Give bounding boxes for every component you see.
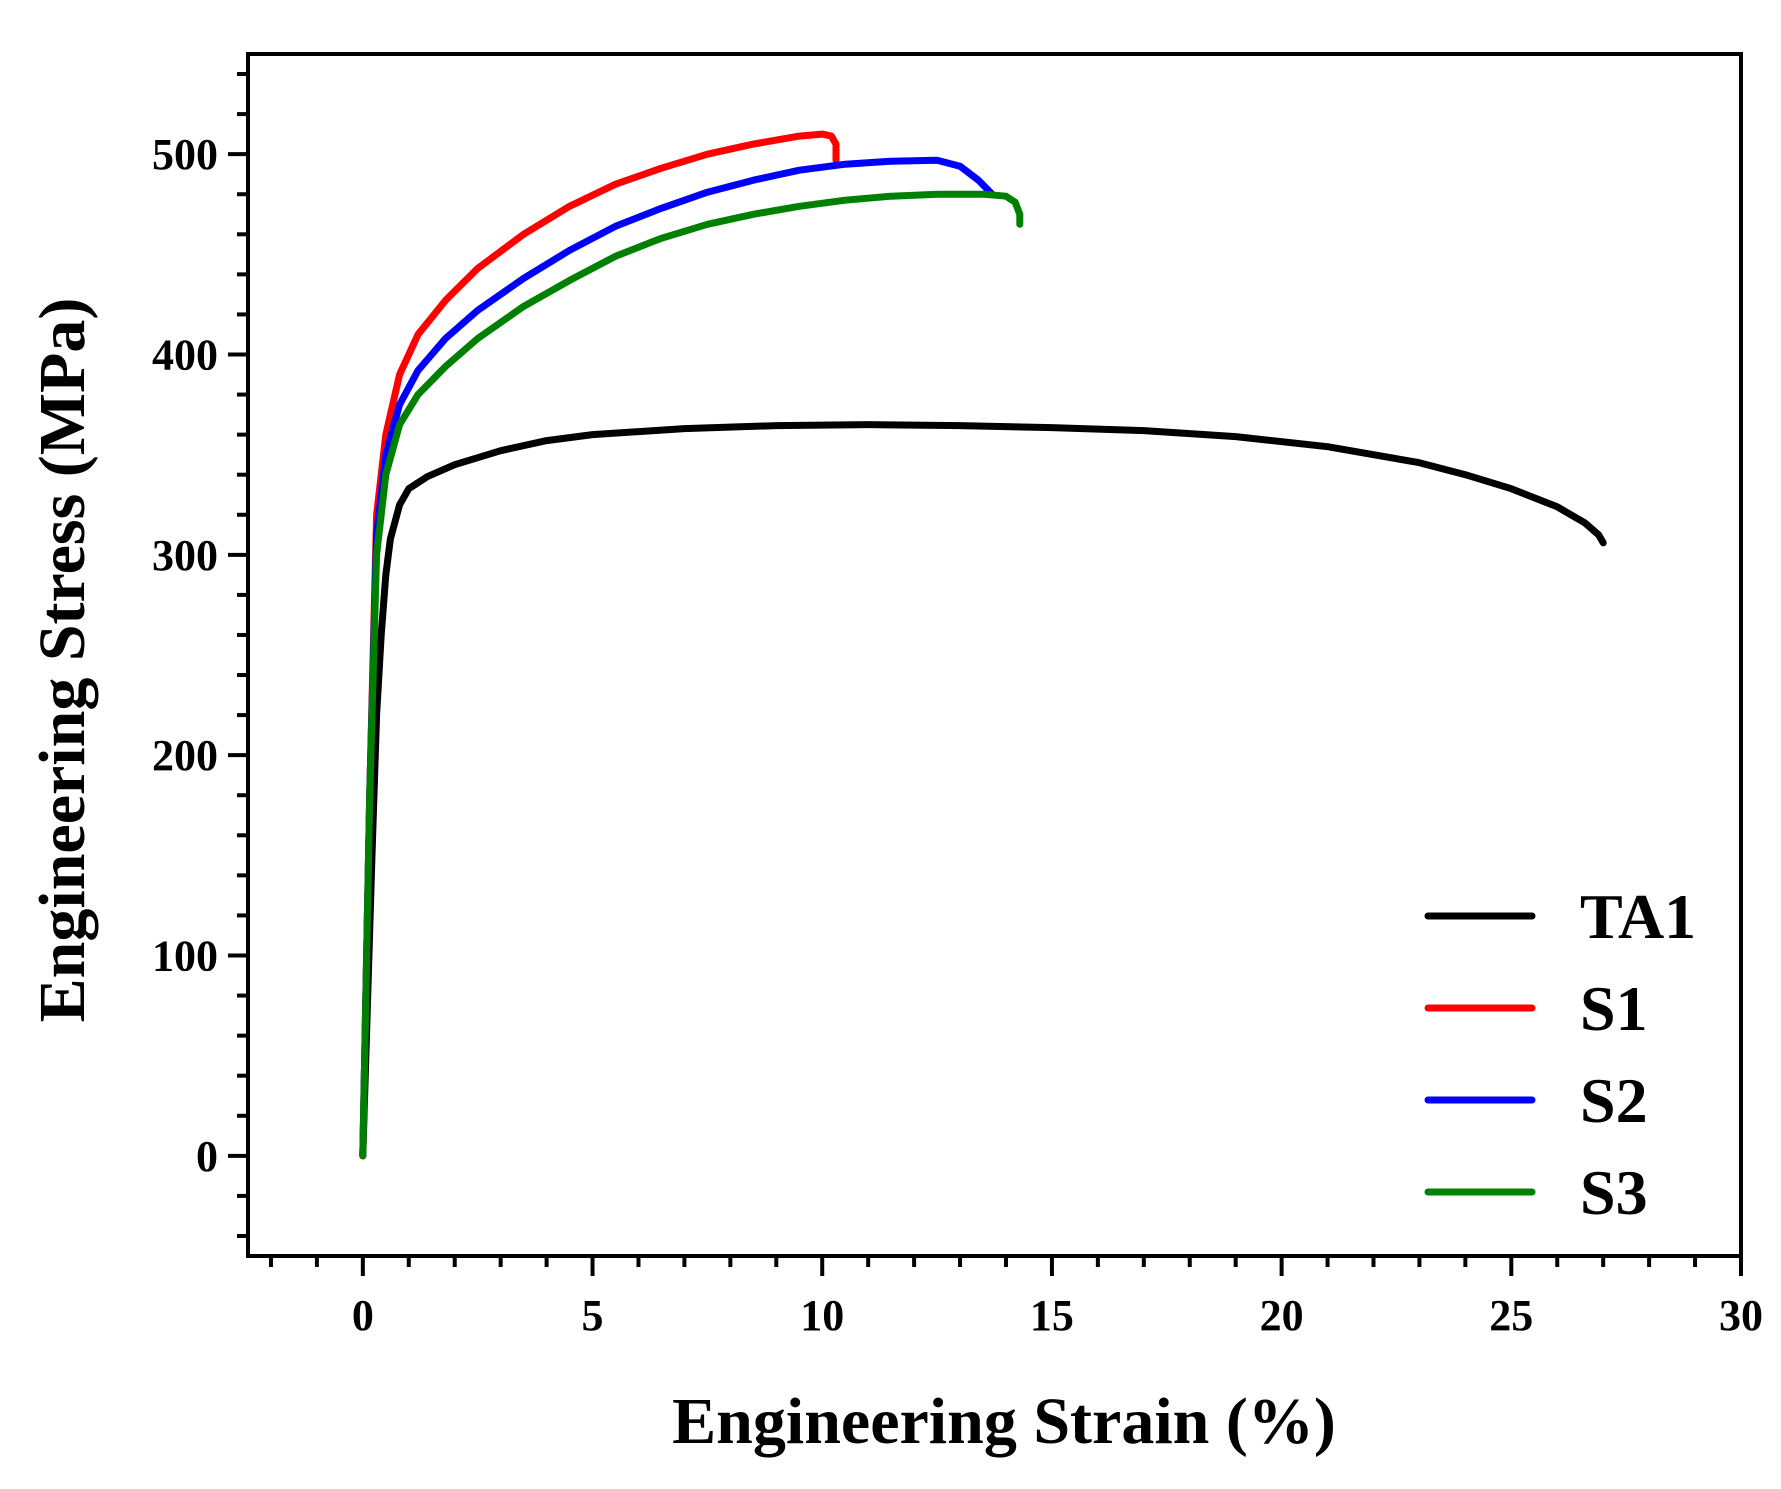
y-tick-label: 100 — [152, 932, 218, 981]
x-tick-label: 15 — [1030, 1291, 1074, 1340]
y-tick-label: 300 — [152, 531, 218, 580]
legend-label-s2: S2 — [1580, 1065, 1648, 1136]
series-line-s1 — [359, 130, 840, 1160]
x-tick-label: 5 — [582, 1291, 604, 1340]
y-tick-label: 200 — [152, 731, 218, 780]
x-tick-label: 25 — [1489, 1291, 1533, 1340]
y-tick-label: 500 — [152, 130, 218, 179]
series-lines — [359, 130, 1607, 1160]
x-tick-label: 20 — [1260, 1291, 1304, 1340]
plot-frame — [246, 52, 1743, 1258]
y-tick-label: 0 — [196, 1132, 218, 1181]
series-line-ta1 — [359, 421, 1607, 1160]
x-axis-title: Engineering Strain (%) — [672, 1385, 1336, 1458]
legend: TA1 S1 S2 S3 — [1424, 881, 1696, 1228]
legend-label-s3: S3 — [1580, 1157, 1648, 1228]
y-axis-title: Engineering Stress (MPa) — [26, 298, 99, 1023]
x-tick-label: 10 — [800, 1291, 844, 1340]
major-ticks — [228, 152, 1743, 1276]
legend-label-ta1: TA1 — [1580, 881, 1696, 952]
x-tick-label: 30 — [1719, 1291, 1763, 1340]
x-tick-label: 0 — [352, 1291, 374, 1340]
y-tick-label: 400 — [152, 331, 218, 380]
series-line-s2 — [359, 156, 996, 1160]
series-line-s3 — [359, 190, 1024, 1160]
legend-label-s1: S1 — [1580, 973, 1648, 1044]
